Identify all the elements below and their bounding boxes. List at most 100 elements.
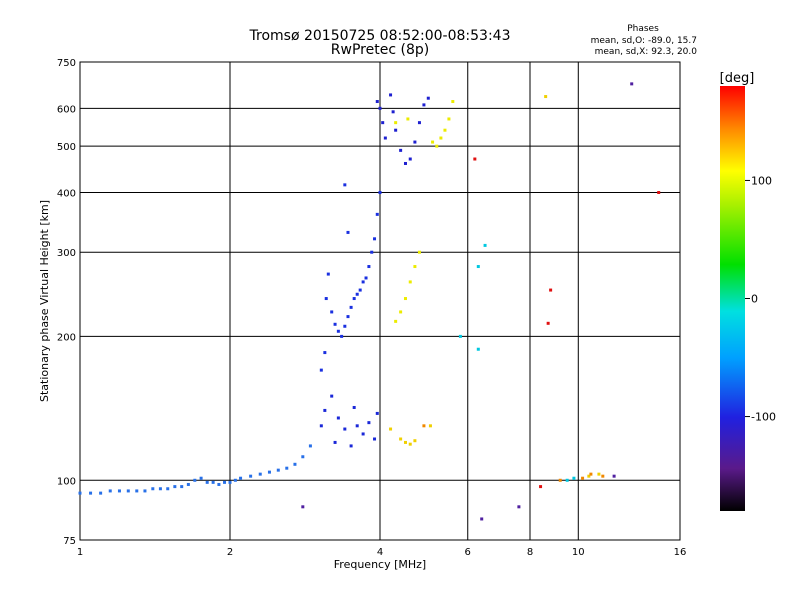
data-point (403, 297, 407, 301)
data-point (370, 250, 374, 254)
data-point (565, 478, 569, 482)
data-point (343, 324, 347, 328)
data-point (406, 117, 410, 121)
data-point (324, 297, 328, 301)
data-point (408, 157, 412, 161)
y-axis-label: Stationary phase Virtual Height [km] (38, 200, 51, 402)
data-point (301, 455, 305, 459)
data-point (408, 442, 412, 446)
data-point (333, 440, 337, 444)
data-point (483, 243, 487, 247)
data-point (381, 121, 385, 125)
data-point (451, 100, 455, 104)
data-point (373, 437, 377, 441)
data-point (355, 292, 359, 296)
data-point (319, 424, 323, 428)
data-point (367, 421, 371, 425)
data-point (480, 517, 484, 521)
data-point (233, 478, 237, 482)
data-point (258, 472, 262, 476)
data-point (352, 405, 356, 409)
data-point (326, 272, 330, 276)
data-point (346, 230, 350, 234)
data-point (375, 212, 379, 216)
data-point (447, 117, 451, 121)
data-point (158, 487, 162, 491)
data-point (389, 427, 393, 431)
data-point (186, 482, 190, 486)
y-tick-label: 500 (57, 142, 76, 153)
data-point (378, 106, 382, 110)
data-point (135, 489, 139, 493)
data-point (443, 128, 447, 132)
x-axis-label: Frequency [MHz] (334, 558, 426, 571)
data-point (143, 489, 147, 493)
data-point (285, 466, 289, 470)
data-point (349, 444, 353, 448)
data-point (408, 280, 412, 284)
colorbar-label: [deg] (720, 71, 755, 86)
y-tick-label: 300 (57, 248, 76, 259)
data-point (330, 394, 334, 398)
y-tick-label: 75 (63, 536, 76, 547)
data-point (343, 427, 347, 431)
data-point (422, 103, 426, 107)
data-point (630, 82, 634, 86)
y-tick-label: 600 (57, 104, 76, 115)
data-point (330, 310, 334, 314)
data-point (367, 265, 371, 269)
data-point (394, 121, 398, 125)
data-point (572, 476, 576, 480)
data-point (399, 310, 403, 314)
data-point (166, 487, 170, 491)
data-point (323, 351, 327, 355)
data-point (399, 148, 403, 152)
data-point (308, 444, 312, 448)
data-point (223, 480, 227, 484)
data-point (199, 476, 203, 480)
data-point (126, 489, 130, 493)
data-point (319, 368, 323, 372)
data-point (333, 322, 337, 326)
info-line-o: mean, sd,O: -89.0, 15.7 (591, 36, 697, 46)
chart-title: Tromsø 20150725 08:52:00-08:53:43 (249, 28, 511, 44)
data-point (403, 440, 407, 444)
plot-area: 1 2 4 6 8 10 16 75 100 200 300 400 500 600 750 (57, 58, 686, 558)
x-tick-label: 4 (377, 547, 383, 558)
data-point (428, 424, 432, 428)
data-point (601, 474, 605, 478)
y-tick-label: 400 (57, 188, 76, 199)
colorbar-ticks: -100 0 100 (745, 174, 776, 424)
data-point (89, 491, 93, 495)
data-point (361, 432, 365, 436)
data-point (358, 288, 362, 292)
chart-subtitle: RwPretec (8p) (331, 42, 429, 58)
data-point (173, 485, 177, 489)
data-point (193, 478, 197, 482)
x-tick-label: 2 (227, 547, 233, 558)
data-point (581, 476, 585, 480)
x-tick-label: 6 (465, 547, 471, 558)
data-point (249, 474, 253, 478)
data-point (211, 480, 215, 484)
data-point (476, 347, 480, 351)
data-point (267, 470, 271, 474)
data-point (426, 96, 430, 100)
data-point (383, 136, 387, 140)
data-point (587, 474, 591, 478)
data-point (539, 485, 543, 489)
colorbar-tick-label: 100 (751, 174, 772, 187)
x-axis-ticks: 1 2 4 6 8 10 16 (77, 547, 687, 558)
x-tick-label: 10 (572, 547, 585, 558)
y-axis-ticks: 75 100 200 300 400 500 600 750 (57, 58, 76, 547)
data-point (217, 482, 221, 486)
data-point (558, 478, 562, 482)
data-point (403, 161, 407, 165)
data-point (99, 491, 103, 495)
data-point (205, 480, 209, 484)
data-point (355, 424, 359, 428)
data-point (78, 491, 82, 495)
data-point (364, 276, 368, 280)
data-point (657, 190, 661, 194)
